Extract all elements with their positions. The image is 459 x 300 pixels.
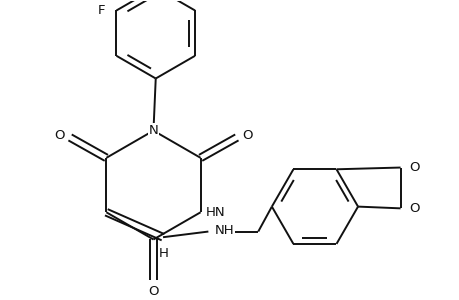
Text: O: O [408, 202, 419, 215]
Text: H: H [159, 247, 169, 260]
Text: O: O [55, 129, 65, 142]
Text: O: O [241, 129, 252, 142]
Text: F: F [98, 4, 105, 17]
Text: NH: NH [215, 224, 234, 237]
Text: N: N [148, 124, 158, 137]
Text: O: O [408, 161, 419, 174]
Text: O: O [148, 285, 158, 298]
Text: HN: HN [205, 206, 224, 219]
